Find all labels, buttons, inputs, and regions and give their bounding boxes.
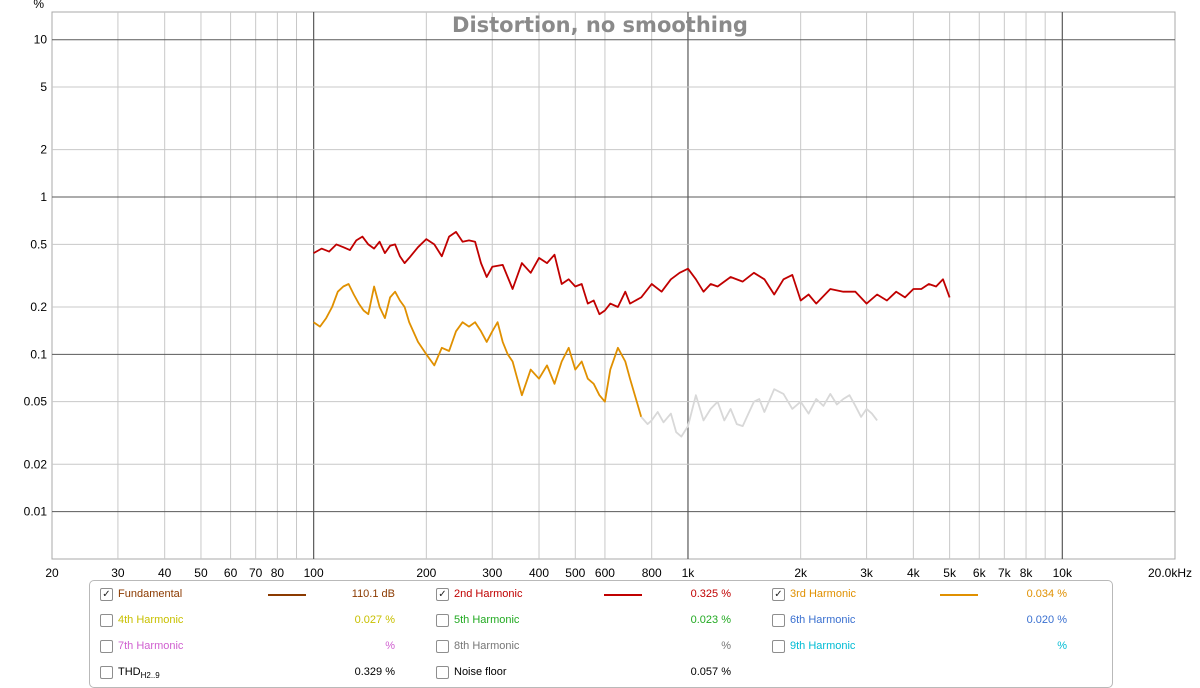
fundamental-checkbox[interactable]: ✓ (100, 588, 113, 601)
legend-item-7th-harmonic: 7th Harmonic% (100, 640, 430, 656)
8th-harmonic-value: % (721, 640, 731, 652)
legend-item-4th-harmonic: 4th Harmonic 0.027 % (100, 614, 430, 630)
x-tick-label: 100 (304, 566, 324, 580)
legend-item-noise-floor: Noise floor 0.057 % (436, 666, 766, 682)
6th-harmonic-checkbox[interactable] (772, 614, 785, 627)
x-tick-label: 2k (794, 566, 808, 580)
fundamental-swatch (268, 594, 306, 596)
4th-harmonic-value: 0.027 % (354, 614, 395, 626)
x-tick-label: 6k (973, 566, 987, 580)
5th-harmonic-label: 5th Harmonic (454, 614, 520, 626)
grid-lines (52, 12, 1175, 559)
x-tick-label: 3k (860, 566, 874, 580)
x-tick-label: 4k (907, 566, 921, 580)
legend-item-9th-harmonic: 9th Harmonic% (772, 640, 1102, 656)
7th-harmonic-label: 7th Harmonic (118, 640, 184, 652)
y-axis-ticks: 10 5 2 1 0.5 0.2 0.1 0.05 0.02 0.01 (24, 33, 48, 519)
series-group (313, 230, 951, 438)
legend-item-thd: THDH2..9 0.329 % (100, 666, 430, 682)
7th-harmonic-value: % (385, 640, 395, 652)
2nd-harmonic-value: 0.325 % (690, 588, 731, 600)
3rd-harmonic-value: 0.034 % (1026, 588, 1067, 600)
3rd-harmonic-label: 3rd Harmonic (790, 588, 857, 600)
x-tick-label: 800 (642, 566, 662, 580)
legend-item-3rd-harmonic: ✓ 3rd Harmonic 0.034 % (772, 588, 1102, 604)
noise-floor-value: 0.057 % (690, 666, 731, 678)
legend-item-5th-harmonic: 5th Harmonic 0.023 % (436, 614, 766, 630)
thd-value: 0.329 % (354, 666, 395, 678)
fundamental-value: 110.1 dB (351, 588, 395, 600)
x-tick-label: 20 (45, 566, 59, 580)
x-tick-label: 200 (416, 566, 436, 580)
9th-harmonic-label: 9th Harmonic (790, 640, 856, 652)
legend-item-6th-harmonic: 6th Harmonic 0.020 % (772, 614, 1102, 630)
series-2nd-harmonic (313, 230, 951, 316)
4th-harmonic-label: 4th Harmonic (118, 614, 184, 626)
y-tick-label: 0.01 (24, 505, 48, 519)
x-tick-label: 5k (943, 566, 957, 580)
noise-floor-checkbox[interactable] (436, 666, 449, 679)
thd-checkbox[interactable] (100, 666, 113, 679)
x-tick-label: 40 (158, 566, 172, 580)
2nd-harmonic-checkbox[interactable]: ✓ (436, 588, 449, 601)
5th-harmonic-checkbox[interactable] (436, 614, 449, 627)
x-tick-label: 50 (194, 566, 208, 580)
y-tick-label: 0.02 (24, 457, 48, 471)
legend-panel: ✓ Fundamental 110.1 dB ✓ 2nd Harmonic 0.325 %… (89, 580, 1113, 688)
2nd-harmonic-swatch (604, 594, 642, 596)
9th-harmonic-checkbox[interactable] (772, 640, 785, 653)
legend-item-8th-harmonic: 8th Harmonic% (436, 640, 766, 656)
y-tick-label: 1 (40, 190, 47, 204)
3rd-harmonic-swatch (940, 594, 978, 596)
x-tick-label: 1k (682, 566, 696, 580)
x-tick-label: 300 (482, 566, 502, 580)
x-tick-label: 80 (271, 566, 285, 580)
y-axis-label: % (33, 0, 44, 11)
x-tick-label: 70 (249, 566, 263, 580)
series-3rd-harmonic-below-noise (640, 388, 878, 438)
y-tick-label: 10 (34, 33, 48, 47)
8th-harmonic-checkbox[interactable] (436, 640, 449, 653)
x-tick-label: 30 (111, 566, 125, 580)
x-tick-label: 20.0kHz (1148, 566, 1192, 580)
y-tick-label: 0.5 (30, 237, 47, 251)
x-tick-label: 600 (595, 566, 615, 580)
thd-label: THDH2..9 (118, 666, 160, 681)
x-tick-label: 400 (529, 566, 549, 580)
y-tick-label: 5 (40, 80, 47, 94)
x-tick-label: 7k (998, 566, 1012, 580)
legend-item-2nd-harmonic: ✓ 2nd Harmonic 0.325 % (436, 588, 766, 604)
noise-floor-label: Noise floor (454, 666, 507, 678)
6th-harmonic-value: 0.020 % (1026, 614, 1067, 626)
chart-title: Distortion, no smoothing (452, 13, 748, 37)
y-tick-label: 0.1 (30, 347, 47, 361)
distortion-chart: 20 30 40 50 60 70 80 100 200 300 400 500 600 800 1k 2k 3… (24, 0, 1192, 580)
x-tick-label: 8k (1020, 566, 1034, 580)
5th-harmonic-value: 0.023 % (690, 614, 731, 626)
x-tick-label: 60 (224, 566, 238, 580)
y-tick-label: 0.2 (30, 300, 47, 314)
7th-harmonic-checkbox[interactable] (100, 640, 113, 653)
y-tick-label: 2 (40, 143, 47, 157)
2nd-harmonic-label: 2nd Harmonic (454, 588, 523, 600)
9th-harmonic-value: % (1057, 640, 1067, 652)
series-3rd-harmonic (313, 283, 643, 418)
4th-harmonic-checkbox[interactable] (100, 614, 113, 627)
legend-item-fundamental: ✓ Fundamental 110.1 dB (100, 588, 430, 604)
x-tick-label: 10k (1053, 566, 1073, 580)
6th-harmonic-label: 6th Harmonic (790, 614, 856, 626)
x-axis-ticks: 20 30 40 50 60 70 80 100 200 300 400 500 600 800 1k 2k 3… (45, 566, 1192, 580)
3rd-harmonic-checkbox[interactable]: ✓ (772, 588, 785, 601)
y-tick-label: 0.05 (24, 395, 48, 409)
x-tick-label: 500 (565, 566, 585, 580)
plot-area (51, 11, 1176, 560)
fundamental-label: Fundamental (118, 588, 183, 600)
8th-harmonic-label: 8th Harmonic (454, 640, 520, 652)
